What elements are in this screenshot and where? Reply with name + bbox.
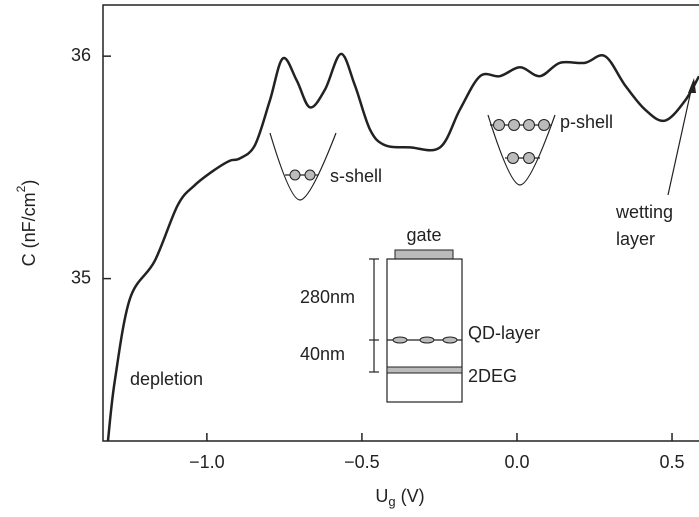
inset-label: gate <box>406 225 441 245</box>
annotation: s-shell <box>330 166 382 186</box>
x-label-main: U <box>375 486 388 506</box>
p-shell-diagram <box>487 114 556 186</box>
s-shell-diagram <box>269 132 337 201</box>
layer-diagram <box>369 249 463 403</box>
annotation: wetting <box>615 202 673 222</box>
annotation: p-shell <box>560 112 613 132</box>
data-line <box>106 52 699 442</box>
y-axis-label: C (nF/cm2) <box>14 180 39 267</box>
annotation: layer <box>616 229 655 249</box>
frame <box>102 4 699 442</box>
x-axis-label: Ug (V) <box>375 486 424 510</box>
inset-label: 280nm <box>300 287 355 307</box>
y-tick-label: 36 <box>71 45 91 65</box>
x-tick-label: −0.5 <box>344 452 380 472</box>
x-label-rest: (V) <box>396 486 425 506</box>
y-label-main: C (nF/cm <box>19 192 39 266</box>
x-label-sub: g <box>388 494 395 509</box>
inset-label: 40nm <box>300 344 345 364</box>
x-tick-label: 0.0 <box>504 452 529 472</box>
x-tick-label: 0.5 <box>660 452 685 472</box>
arrow <box>667 78 696 196</box>
y-label-sup: 2 <box>14 185 28 192</box>
inset-label: 2DEG <box>468 366 517 386</box>
inset-label: QD-layer <box>468 323 540 343</box>
y-label-rest: ) <box>19 180 39 186</box>
x-tick-label: −1.0 <box>189 452 225 472</box>
annotation: depletion <box>130 369 203 389</box>
y-tick-label: 35 <box>71 267 91 287</box>
